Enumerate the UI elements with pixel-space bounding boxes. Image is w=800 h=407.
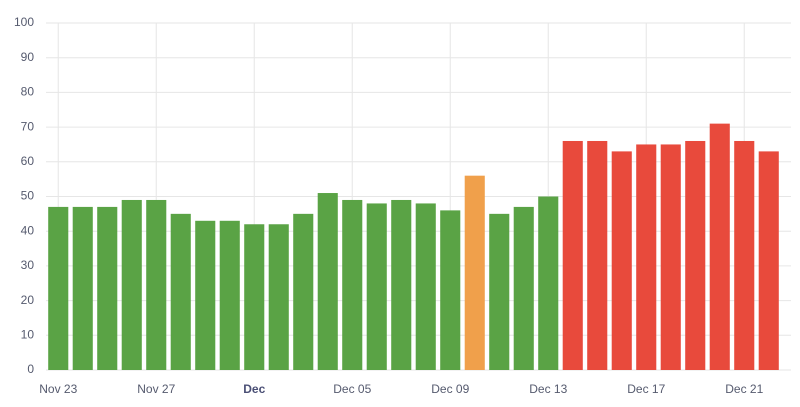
y-tick-label: 30 <box>21 258 35 272</box>
bar <box>317 193 338 370</box>
x-tick-label: Dec <box>243 382 265 396</box>
y-tick-label: 40 <box>21 223 35 237</box>
bar <box>72 206 93 370</box>
bar <box>268 224 289 370</box>
bar <box>538 196 559 370</box>
bar <box>366 203 387 370</box>
bar <box>734 140 755 370</box>
bar <box>489 213 510 370</box>
y-tick-label: 70 <box>21 119 35 133</box>
bar <box>244 224 265 370</box>
x-tick-label: Dec 05 <box>333 382 371 396</box>
bar <box>685 140 706 370</box>
bar <box>440 210 461 370</box>
bar <box>170 213 191 370</box>
bar <box>513 206 534 370</box>
bar <box>48 206 69 370</box>
x-tick-label: Dec 09 <box>431 382 469 396</box>
y-tick-label: 10 <box>21 327 35 341</box>
y-tick-label: 100 <box>14 15 34 29</box>
bar <box>464 175 485 370</box>
y-tick-label: 60 <box>21 154 35 168</box>
bar <box>587 140 608 370</box>
bar <box>660 144 681 370</box>
x-tick-label: Nov 23 <box>39 382 77 396</box>
bar <box>121 199 142 370</box>
bar <box>219 220 240 370</box>
bar <box>562 140 583 370</box>
bar <box>195 220 216 370</box>
bar <box>391 199 412 370</box>
y-tick-label: 80 <box>21 85 35 99</box>
y-tick-label: 90 <box>21 50 35 64</box>
bar <box>146 199 167 370</box>
bar <box>709 123 730 370</box>
x-tick-label: Dec 17 <box>627 382 665 396</box>
bar <box>636 144 657 370</box>
bar <box>611 151 632 370</box>
x-tick-label: Dec 21 <box>725 382 763 396</box>
y-tick-label: 0 <box>27 362 34 376</box>
bar <box>293 213 314 370</box>
x-tick-label: Nov 27 <box>137 382 175 396</box>
y-tick-label: 50 <box>21 189 35 203</box>
bar <box>342 199 363 370</box>
x-tick-label: Dec 13 <box>529 382 567 396</box>
bar <box>415 203 436 370</box>
bar <box>758 151 779 370</box>
bar <box>97 206 118 370</box>
y-tick-label: 20 <box>21 293 35 307</box>
